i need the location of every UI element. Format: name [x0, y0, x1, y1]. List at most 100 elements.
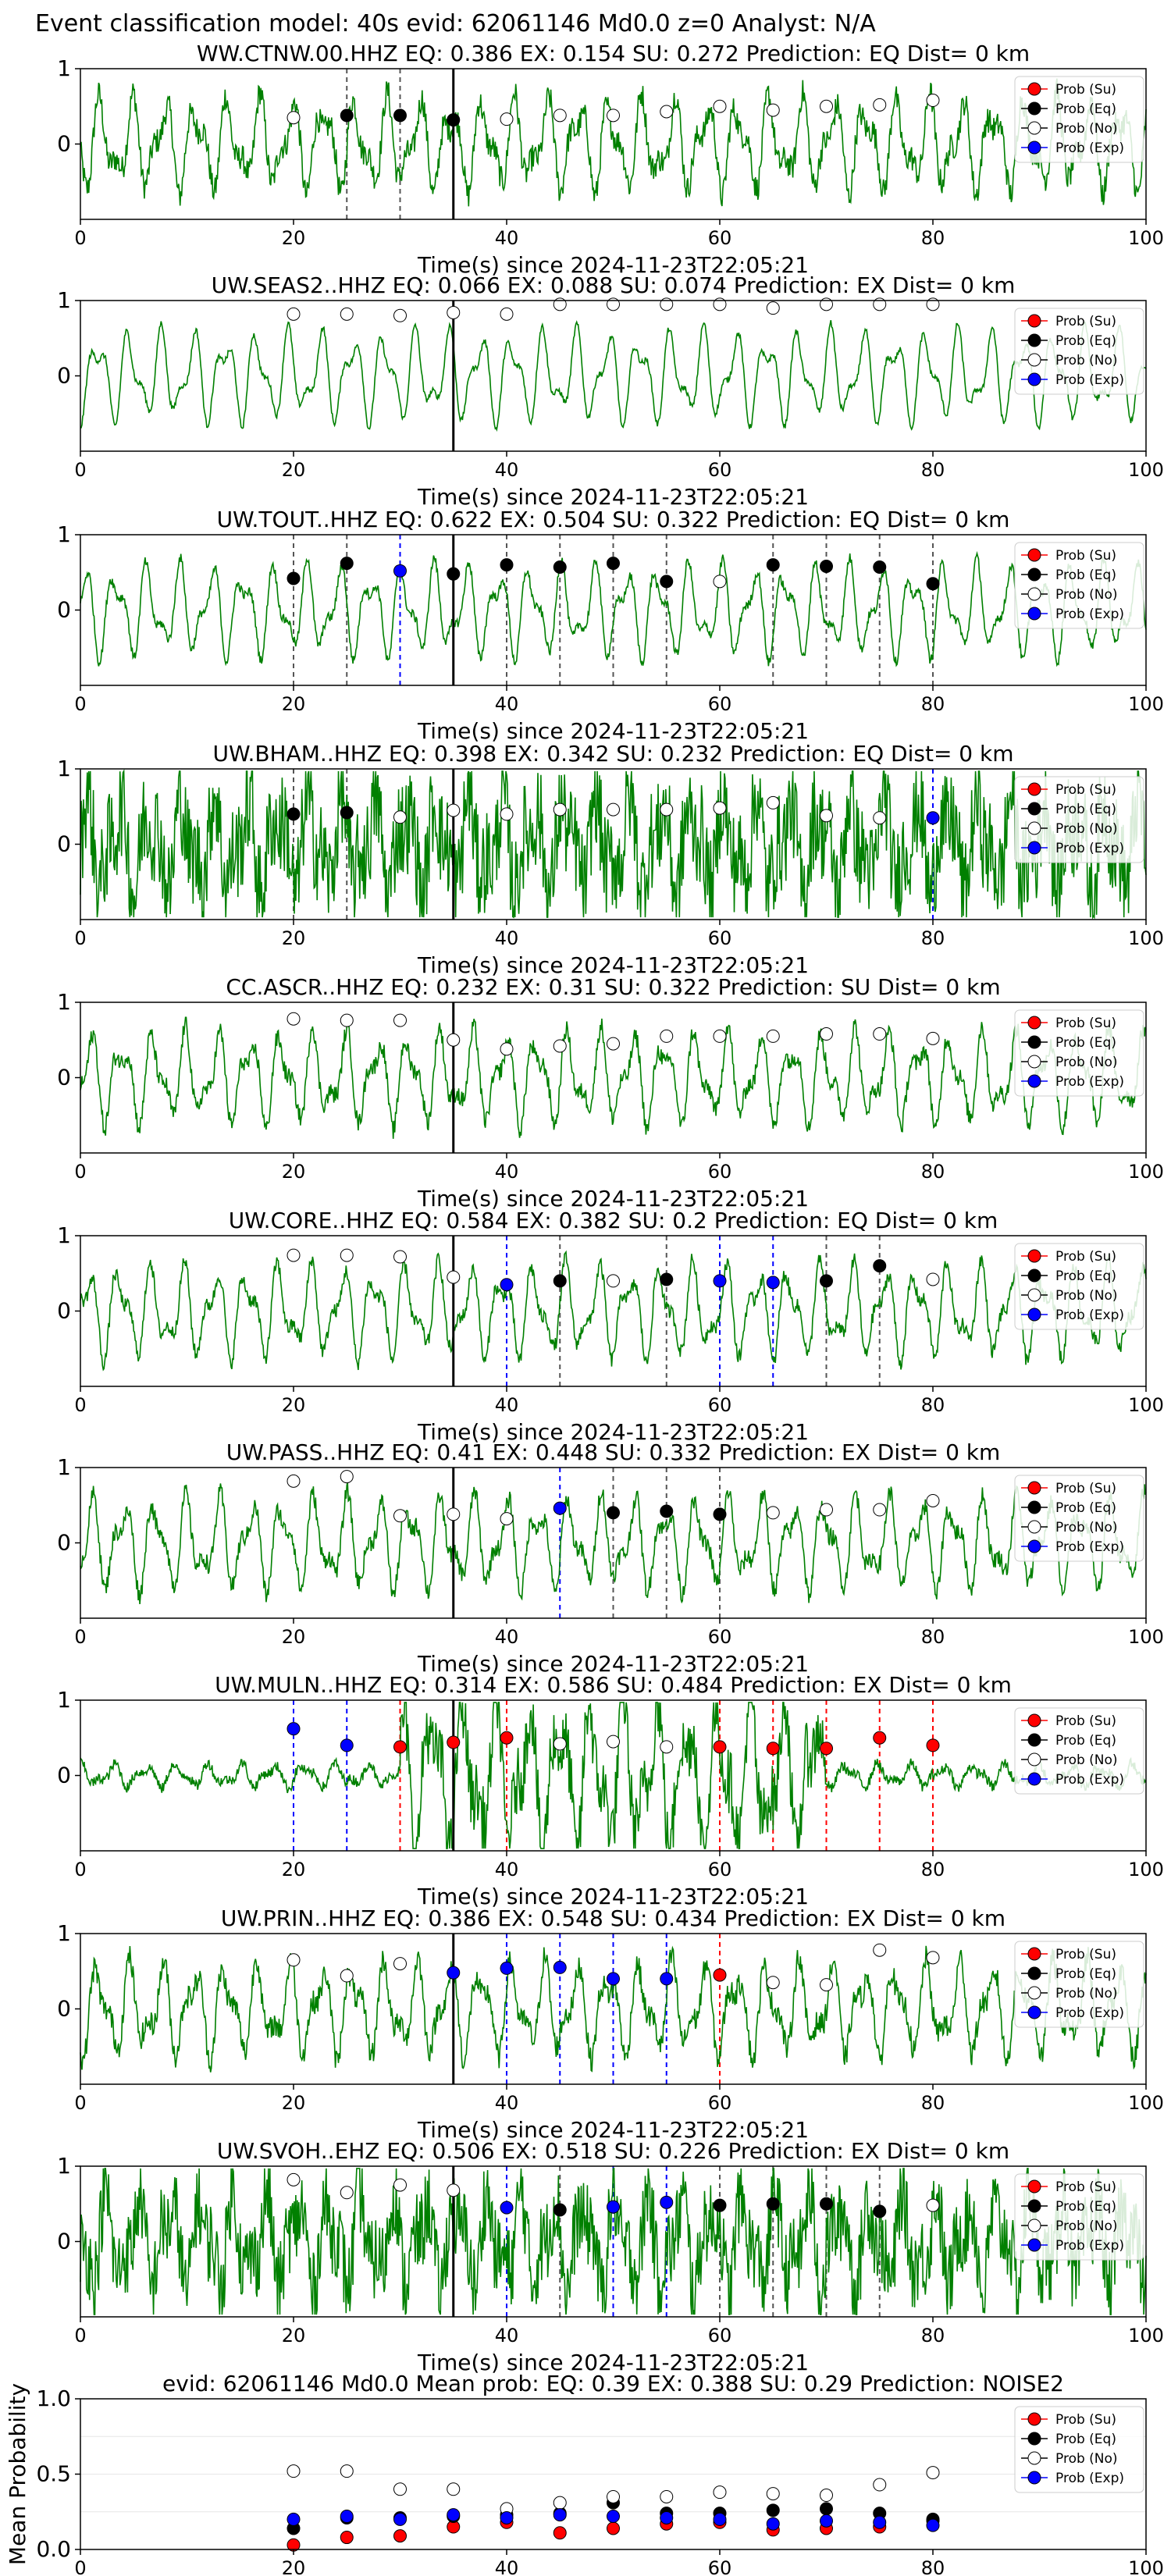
legend-label-no: Prob (No) — [1055, 1288, 1118, 1304]
legend-box — [1014, 308, 1144, 395]
legend-marker-exp — [1027, 1539, 1041, 1553]
prob-point-no — [660, 1740, 674, 1754]
legend-label-exp: Prob (Exp) — [1055, 1772, 1124, 1788]
legend-label-no: Prob (No) — [1055, 1986, 1118, 2001]
prob-point-eq — [447, 567, 461, 581]
prob-point-no — [607, 802, 620, 817]
x-tick-label: 0 — [74, 1161, 86, 1183]
prob-point-eq — [287, 807, 301, 821]
x-tick-label: 60 — [708, 2557, 732, 2576]
prob-point-no — [926, 1951, 940, 1965]
prob-point-no — [607, 1735, 620, 1749]
x-tick-label: 20 — [282, 2325, 306, 2347]
legend-label-no: Prob (No) — [1055, 353, 1118, 368]
prob-point-eq — [553, 2203, 567, 2217]
legend-marker-eq — [1027, 1733, 1041, 1747]
prob-point-no — [713, 801, 727, 815]
y-tick-label: 0 — [57, 1298, 71, 1324]
panel-title: UW.TOUT..HHZ EQ: 0.622 EX: 0.504 SU: 0.3… — [217, 507, 1010, 532]
legend-marker-eq — [1027, 1500, 1041, 1514]
prob-point-su — [873, 1731, 887, 1745]
x-tick-label: 40 — [495, 1394, 519, 1416]
prob-point-no — [447, 305, 461, 319]
prob-point-eq — [766, 558, 780, 572]
axes-frame — [80, 1002, 1147, 1154]
legend-marker-exp — [1027, 2238, 1041, 2252]
legend-marker-su — [1027, 314, 1041, 328]
legend-label-no: Prob (No) — [1055, 2218, 1118, 2234]
panel-2: UW.SEAS2..HHZ EQ: 0.066 EX: 0.088 SU: 0.… — [57, 272, 1164, 510]
prob-point-eq — [447, 113, 461, 127]
panel-title: UW.PRIN..HHZ EQ: 0.386 EX: 0.548 SU: 0.4… — [221, 1905, 1005, 1931]
x-axis-label: Time(s) since 2024-11-23T22:05:21 — [417, 484, 809, 510]
prob-point-no — [766, 1506, 780, 1520]
legend-marker-exp — [1027, 1074, 1041, 1088]
legend-marker-su — [1027, 1016, 1041, 1030]
prob-point-su — [500, 1731, 514, 1745]
prob-point-no — [873, 1503, 887, 1517]
legend-label-eq: Prob (Eq) — [1055, 1268, 1116, 1284]
prob-point-no — [766, 1029, 780, 1043]
prob-point-no — [287, 1248, 301, 1262]
y-tick-label: 0.5 — [36, 2461, 71, 2487]
prob-point-exp — [607, 2200, 620, 2214]
prob-point-no — [340, 1470, 354, 1484]
axes-frame — [80, 1235, 1147, 1387]
prob-point-no — [553, 802, 567, 817]
prob-point-eq — [660, 575, 674, 589]
prob-point-no — [607, 109, 620, 123]
x-tick-label: 20 — [282, 2092, 306, 2114]
x-tick-label: 20 — [282, 693, 306, 715]
prob-point-no — [500, 112, 514, 126]
y-tick-label: 1 — [57, 1687, 71, 1713]
waveform — [80, 320, 1147, 432]
panel-5: CC.ASCR..HHZ EQ: 0.232 EX: 0.31 SU: 0.32… — [57, 974, 1164, 1212]
panel-title: UW.CORE..HHZ EQ: 0.584 EX: 0.382 SU: 0.2… — [229, 1208, 998, 1233]
legend-box — [1014, 1707, 1144, 1795]
legend-label-no: Prob (No) — [1055, 1055, 1118, 1070]
x-tick-label: 80 — [921, 927, 945, 949]
legend-marker-no — [1027, 587, 1041, 601]
prob-point-no — [607, 1274, 620, 1288]
prob-point-no — [926, 2198, 940, 2212]
x-axis-label: Time(s) since 2024-11-23T22:05:21 — [417, 1186, 809, 1212]
y-tick-label: 1 — [57, 287, 71, 313]
legend-marker-su — [1027, 1481, 1041, 1495]
prob-point-eq — [820, 1274, 833, 1288]
legend-label-eq: Prob (Eq) — [1055, 1500, 1116, 1516]
prob-point-no — [660, 802, 674, 817]
mean-prob-point-no — [393, 2482, 407, 2496]
y-tick-label: 1 — [57, 989, 71, 1015]
prob-point-eq — [607, 1506, 620, 1520]
legend-label-exp: Prob (Exp) — [1055, 2005, 1124, 2021]
y-tick-label: 1 — [57, 521, 71, 547]
waveform — [80, 2168, 1147, 2315]
panel-title: CC.ASCR..HHZ EQ: 0.232 EX: 0.31 SU: 0.32… — [226, 974, 1000, 1000]
prob-point-no — [873, 297, 887, 311]
y-tick-label: 0 — [57, 597, 71, 623]
x-tick-label: 0 — [74, 2557, 86, 2576]
legend-box — [1014, 1475, 1144, 1562]
legend-marker-su — [1027, 1249, 1041, 1263]
legend-label-no: Prob (No) — [1055, 2451, 1118, 2467]
panel-11: evid: 62061146 Md0.0 Mean prob: EQ: 0.39… — [5, 2371, 1164, 2576]
legend-marker-su — [1027, 1713, 1041, 1727]
waveform — [80, 1945, 1147, 2073]
legend-label-eq: Prob (Eq) — [1055, 1733, 1116, 1749]
prob-point-no — [766, 1976, 780, 1990]
prob-point-exp — [500, 1278, 514, 1292]
legend-marker-su — [1027, 548, 1041, 562]
y-tick-label: 0 — [57, 831, 71, 857]
legend-marker-eq — [1027, 802, 1041, 816]
prob-point-su — [713, 1968, 727, 1982]
x-tick-label: 60 — [708, 927, 732, 949]
waveform — [80, 769, 1147, 920]
x-tick-label: 20 — [282, 459, 306, 481]
prob-point-no — [766, 301, 780, 315]
x-axis-label: Time(s) since 2024-11-23T22:05:21 — [417, 252, 809, 278]
mean-prob-point-su — [607, 2521, 620, 2535]
y-tick-label: 0 — [57, 1065, 71, 1091]
prob-point-exp — [340, 1738, 354, 1752]
x-tick-label: 40 — [495, 2325, 519, 2347]
x-axis-label: Time(s) since 2024-11-23T22:05:21 — [417, 1651, 809, 1677]
